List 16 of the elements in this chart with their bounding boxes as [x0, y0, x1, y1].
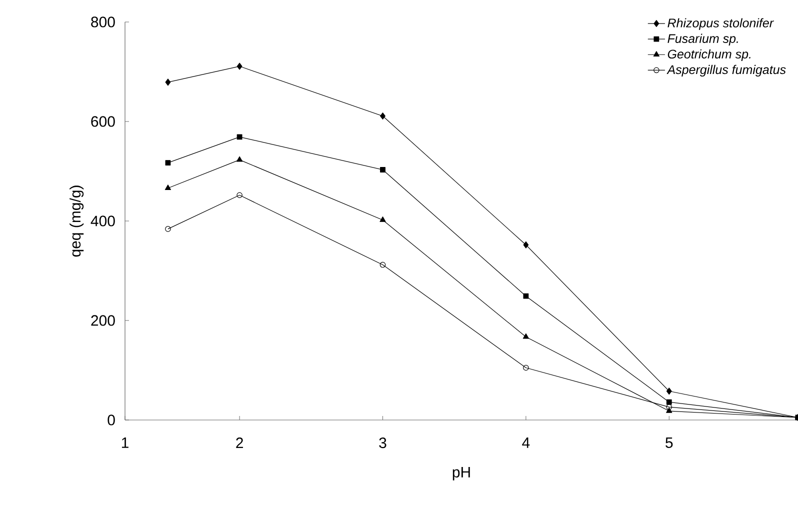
y-axis-title: qeq (mg/g): [70, 186, 84, 257]
legend-label: Fusarium sp.: [668, 34, 738, 46]
y-tick-label: 0: [108, 414, 115, 426]
y-tick-label: 600: [91, 116, 115, 127]
x-tick-label: 3: [379, 438, 386, 448]
legend-label: Geotrichum sp.: [668, 49, 750, 61]
legend-label: Rhizopus stolonifer: [668, 18, 774, 30]
x-tick-label: 1: [122, 438, 128, 448]
y-tick-label: 200: [91, 315, 115, 326]
y-tick-label: 800: [91, 16, 115, 28]
y-tick-label: 400: [90, 216, 115, 226]
x-tick-label: 2: [236, 438, 243, 448]
x-axis-title: pH: [452, 467, 470, 480]
x-tick-label: 4: [522, 438, 530, 448]
legend-label: Aspergillus fumigatus: [666, 64, 786, 77]
x-tick-label: 5: [666, 438, 673, 448]
